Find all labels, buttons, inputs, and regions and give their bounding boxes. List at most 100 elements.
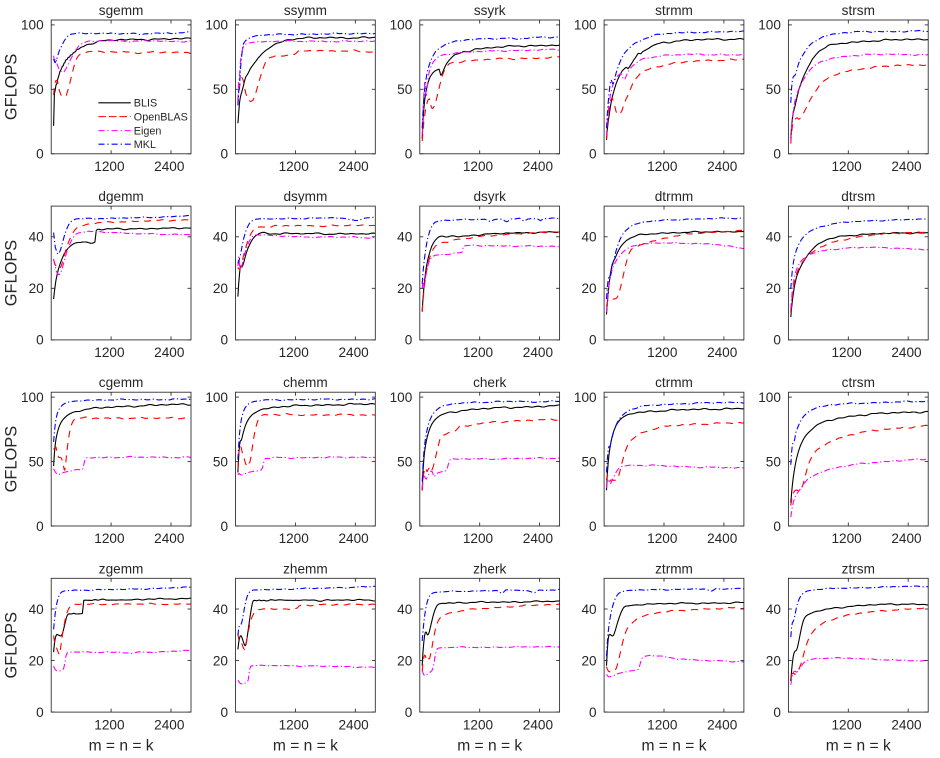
svg-text:GFLOPS: GFLOPS xyxy=(3,240,21,307)
svg-text:100: 100 xyxy=(574,390,597,405)
svg-text:50: 50 xyxy=(397,454,413,469)
svg-text:40: 40 xyxy=(581,602,597,617)
svg-text:1200: 1200 xyxy=(94,345,125,360)
svg-text:50: 50 xyxy=(581,82,597,97)
svg-text:1200: 1200 xyxy=(831,717,862,732)
svg-text:20: 20 xyxy=(766,653,782,668)
svg-text:zherk: zherk xyxy=(473,561,506,576)
svg-text:1200: 1200 xyxy=(647,159,678,174)
svg-text:2400: 2400 xyxy=(707,345,738,360)
svg-text:0: 0 xyxy=(773,333,781,348)
svg-text:2400: 2400 xyxy=(707,717,738,732)
svg-text:cgemm: cgemm xyxy=(99,375,144,390)
svg-text:2400: 2400 xyxy=(891,717,922,732)
svg-text:1200: 1200 xyxy=(94,531,125,546)
svg-text:dsyrk: dsyrk xyxy=(473,189,506,204)
svg-text:1200: 1200 xyxy=(647,717,678,732)
svg-text:BLIS: BLIS xyxy=(134,98,157,110)
svg-text:40: 40 xyxy=(29,230,45,245)
svg-text:zgemm: zgemm xyxy=(99,561,144,576)
svg-text:50: 50 xyxy=(29,82,45,97)
svg-text:m = n = k: m = n = k xyxy=(89,738,154,755)
svg-text:2400: 2400 xyxy=(338,159,369,174)
svg-text:m = n = k: m = n = k xyxy=(273,738,338,755)
svg-text:1200: 1200 xyxy=(647,531,678,546)
svg-text:50: 50 xyxy=(766,454,782,469)
svg-text:0: 0 xyxy=(589,333,597,348)
svg-text:0: 0 xyxy=(405,705,413,720)
svg-text:40: 40 xyxy=(766,230,782,245)
svg-text:strmm: strmm xyxy=(655,3,693,18)
svg-text:1200: 1200 xyxy=(279,345,310,360)
svg-text:1200: 1200 xyxy=(463,531,494,546)
svg-text:1200: 1200 xyxy=(647,345,678,360)
svg-text:2400: 2400 xyxy=(338,717,369,732)
svg-text:strsm: strsm xyxy=(842,3,875,18)
svg-text:0: 0 xyxy=(405,519,413,534)
svg-text:0: 0 xyxy=(773,147,781,162)
svg-text:2400: 2400 xyxy=(154,159,185,174)
svg-text:m = n = k: m = n = k xyxy=(457,738,522,755)
svg-text:20: 20 xyxy=(29,281,45,296)
svg-text:40: 40 xyxy=(397,230,413,245)
svg-text:dgemm: dgemm xyxy=(98,189,143,204)
svg-text:0: 0 xyxy=(773,705,781,720)
svg-text:2400: 2400 xyxy=(523,159,554,174)
svg-text:100: 100 xyxy=(758,390,781,405)
svg-text:m = n = k: m = n = k xyxy=(826,738,891,755)
svg-text:1200: 1200 xyxy=(463,345,494,360)
svg-text:2400: 2400 xyxy=(338,345,369,360)
svg-text:dtrsm: dtrsm xyxy=(841,189,875,204)
svg-text:ztrsm: ztrsm xyxy=(842,561,875,576)
svg-text:ctrsm: ctrsm xyxy=(842,375,875,390)
svg-text:0: 0 xyxy=(36,519,44,534)
svg-text:ztrmm: ztrmm xyxy=(655,561,693,576)
svg-text:2400: 2400 xyxy=(523,345,554,360)
svg-text:chemm: chemm xyxy=(283,375,328,390)
svg-text:0: 0 xyxy=(589,147,597,162)
svg-text:0: 0 xyxy=(773,519,781,534)
svg-text:0: 0 xyxy=(36,705,44,720)
svg-text:zhemm: zhemm xyxy=(283,561,328,576)
svg-text:2400: 2400 xyxy=(154,531,185,546)
svg-text:0: 0 xyxy=(589,519,597,534)
svg-text:ssymm: ssymm xyxy=(284,3,327,18)
svg-text:2400: 2400 xyxy=(523,531,554,546)
svg-text:40: 40 xyxy=(766,602,782,617)
svg-text:100: 100 xyxy=(205,390,228,405)
svg-text:20: 20 xyxy=(766,281,782,296)
svg-text:2400: 2400 xyxy=(707,159,738,174)
svg-text:dsymm: dsymm xyxy=(283,189,327,204)
svg-text:20: 20 xyxy=(213,281,229,296)
svg-text:GFLOPS: GFLOPS xyxy=(3,612,21,679)
svg-text:50: 50 xyxy=(29,454,45,469)
svg-text:100: 100 xyxy=(205,18,228,33)
svg-text:Eigen: Eigen xyxy=(134,126,162,138)
svg-text:50: 50 xyxy=(766,82,782,97)
svg-text:100: 100 xyxy=(390,18,413,33)
svg-text:20: 20 xyxy=(213,653,229,668)
svg-text:cherk: cherk xyxy=(473,375,506,390)
svg-text:40: 40 xyxy=(581,230,597,245)
svg-text:100: 100 xyxy=(574,18,597,33)
svg-text:2400: 2400 xyxy=(707,531,738,546)
svg-text:50: 50 xyxy=(213,454,229,469)
svg-text:2400: 2400 xyxy=(891,531,922,546)
svg-text:0: 0 xyxy=(405,333,413,348)
svg-text:1200: 1200 xyxy=(94,717,125,732)
svg-text:sgemm: sgemm xyxy=(99,3,144,18)
svg-text:1200: 1200 xyxy=(279,717,310,732)
svg-text:1200: 1200 xyxy=(831,159,862,174)
svg-text:GFLOPS: GFLOPS xyxy=(3,426,21,493)
svg-text:1200: 1200 xyxy=(463,717,494,732)
svg-text:20: 20 xyxy=(29,653,45,668)
svg-text:2400: 2400 xyxy=(154,717,185,732)
svg-text:1200: 1200 xyxy=(279,159,310,174)
svg-text:1200: 1200 xyxy=(831,345,862,360)
svg-text:2400: 2400 xyxy=(891,159,922,174)
svg-text:20: 20 xyxy=(581,281,597,296)
svg-text:1200: 1200 xyxy=(94,159,125,174)
svg-text:40: 40 xyxy=(213,602,229,617)
svg-text:1200: 1200 xyxy=(463,159,494,174)
svg-text:100: 100 xyxy=(21,390,44,405)
